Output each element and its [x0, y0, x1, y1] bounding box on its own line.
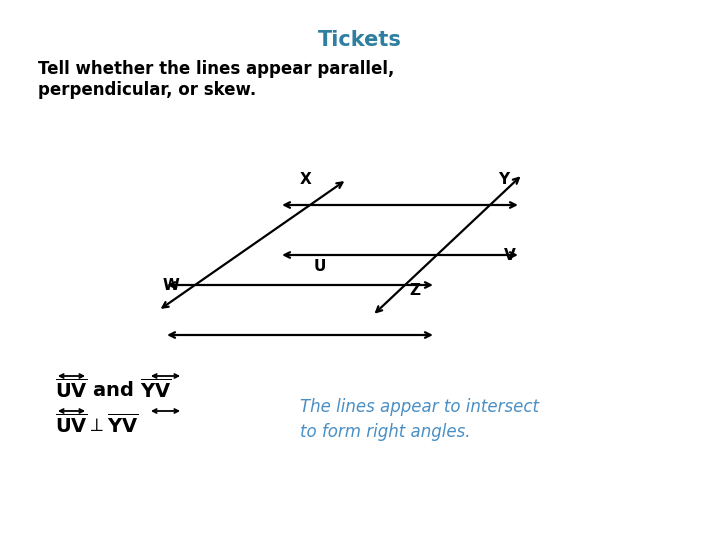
Text: Tell whether the lines appear parallel,
perpendicular, or skew.: Tell whether the lines appear parallel, … — [38, 60, 395, 99]
Text: The lines appear to intersect
to form right angles.: The lines appear to intersect to form ri… — [300, 398, 539, 441]
Text: V: V — [504, 247, 516, 262]
Text: U: U — [314, 259, 326, 274]
Text: Z: Z — [409, 283, 420, 298]
Text: Tickets: Tickets — [318, 30, 402, 50]
Text: X: X — [300, 172, 312, 187]
Text: $\mathbf{\overline{UV}}$$\perp$$\mathbf{\overline{YV}}$: $\mathbf{\overline{UV}}$$\perp$$\mathbf{… — [55, 413, 138, 437]
Text: Y: Y — [498, 172, 510, 187]
Text: $\mathbf{\overline{UV}}$ and $\mathbf{\overline{YV}}$: $\mathbf{\overline{UV}}$ and $\mathbf{\o… — [55, 378, 171, 402]
Text: W: W — [162, 278, 179, 293]
